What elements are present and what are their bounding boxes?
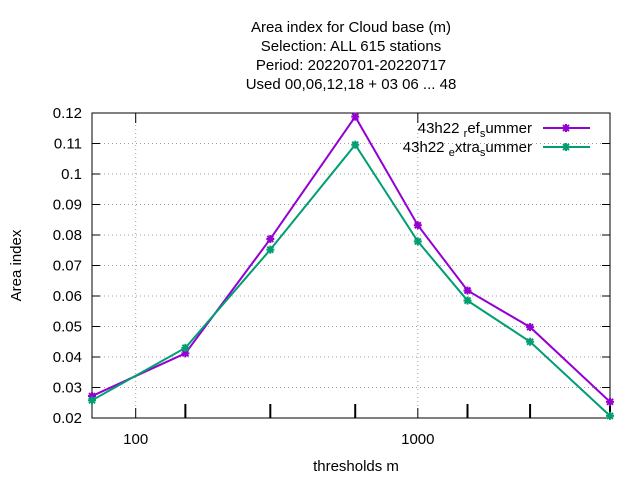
series-2 — [88, 140, 614, 420]
title-line: Selection: ALL 615 stations — [261, 38, 441, 55]
x-tick-label: 100 — [123, 431, 148, 448]
data-point — [526, 323, 535, 332]
data-point — [463, 296, 472, 305]
grid — [92, 113, 610, 418]
axis-tick-labels: 0.02 0.03 0.04 0.05 0.06 0.07 0.08 0.09 0.1 0.11 0… — [53, 105, 435, 448]
y-tick-label: 0.04 — [53, 349, 82, 366]
data-point — [351, 140, 360, 149]
y-axis-label: Area index — [8, 229, 25, 301]
y-tick-label: 0.11 — [54, 136, 82, 153]
axis-ticks — [92, 112, 611, 419]
data-point — [606, 397, 614, 406]
legend-label: 43h22 refsummer — [418, 120, 532, 140]
title-line: Period: 20220701-20220717 — [256, 57, 446, 74]
y-tick-label: 0.06 — [53, 288, 82, 305]
y-tick-label: 0.03 — [53, 380, 82, 397]
data-point — [562, 143, 570, 151]
data-point — [606, 411, 614, 420]
series-line — [91, 143, 611, 417]
chart-title: Area index for Cloud base (m) Selection: … — [246, 19, 457, 93]
y-tick-label: 0.02 — [53, 410, 82, 427]
y-tick-label: 0.1 — [61, 166, 82, 183]
legend-label: 43h22 extrasummer — [403, 139, 532, 159]
x-axis-label: thresholds m — [313, 458, 399, 475]
data-point — [351, 112, 360, 121]
title-line: Area index for Cloud base (m) — [251, 19, 451, 36]
y-tick-label: 0.07 — [53, 258, 82, 275]
legend-entry-1: 43h22 refsummer — [418, 120, 590, 140]
x-tick-label: 1000 — [401, 431, 434, 448]
series-layer — [88, 112, 614, 420]
data-point — [526, 337, 535, 346]
title-line: Used 00,06,12,18 + 03 06 ... 48 — [246, 76, 457, 93]
data-point — [413, 221, 422, 230]
series-1 — [88, 112, 614, 406]
y-tick-label: 0.05 — [53, 319, 82, 336]
y-tick-label: 0.09 — [53, 197, 82, 214]
legend-entry-2: 43h22 extrasummer — [403, 139, 590, 159]
data-point — [266, 245, 275, 254]
data-point — [88, 396, 96, 405]
data-point — [266, 234, 275, 243]
y-tick-label: 0.08 — [53, 227, 82, 244]
data-point — [181, 349, 190, 358]
data-point — [413, 237, 422, 246]
series-line — [91, 114, 611, 403]
data-point — [181, 343, 190, 352]
data-point — [463, 286, 472, 295]
data-point — [562, 124, 570, 132]
y-tick-label: 0.12 — [53, 105, 82, 122]
